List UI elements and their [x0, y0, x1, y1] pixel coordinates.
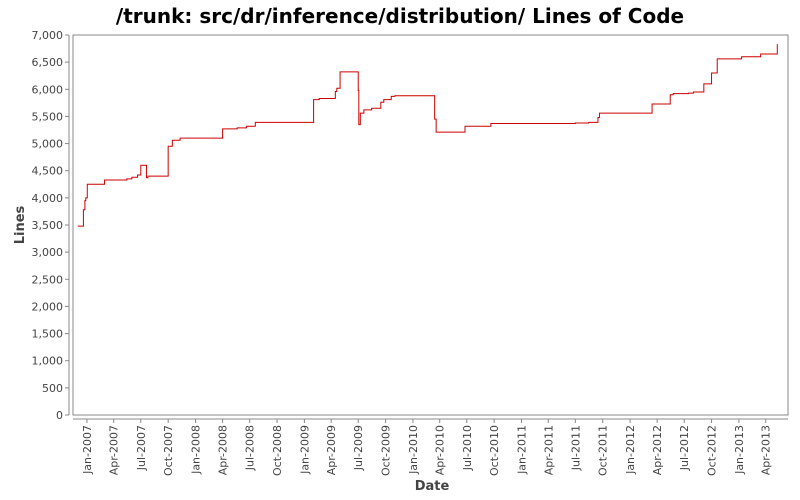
x-tick-label: Apr-2009: [325, 425, 338, 475]
y-axis-label: Lines: [13, 205, 28, 244]
y-tick-label: 1,000: [32, 355, 64, 368]
x-tick-label: Apr-2008: [217, 425, 230, 475]
x-tick-label: Oct-2008: [271, 425, 284, 476]
y-tick-label: 6,500: [32, 56, 64, 69]
y-tick-label: 3,000: [32, 246, 64, 259]
x-tick-label: Jan-2011: [516, 425, 529, 475]
x-tick-label: Jan-2009: [298, 425, 311, 475]
x-tick-label: Apr-2012: [651, 425, 664, 475]
y-tick-label: 5,500: [32, 110, 64, 123]
x-tick-label: Oct-2012: [706, 425, 719, 476]
x-tick-label: Apr-2010: [434, 425, 447, 475]
y-tick-label: 6,000: [32, 83, 64, 96]
y-tick-label: 2,500: [32, 273, 64, 286]
y-tick-label: 0: [56, 409, 63, 422]
x-tick-label: Jul-2012: [678, 425, 691, 471]
series-line: [77, 44, 778, 227]
y-tick-label: 1,500: [32, 328, 64, 341]
y-tick-label: 500: [42, 382, 63, 395]
x-tick-label: Apr-2013: [760, 425, 773, 475]
y-tick-label: 4,000: [32, 192, 64, 205]
x-tick-label: Jan-2010: [407, 425, 420, 475]
y-tick-label: 3,500: [32, 219, 64, 232]
x-tick-label: Jan-2008: [190, 425, 203, 475]
x-tick-label: Jul-2007: [135, 425, 148, 471]
series-layer: [77, 44, 778, 227]
x-tick-label: Jan-2012: [624, 425, 637, 475]
x-tick-label: Apr-2011: [542, 425, 555, 475]
x-tick-label: Oct-2010: [488, 425, 501, 476]
y-tick-label: 2,000: [32, 300, 64, 313]
x-tick-label: Jul-2008: [244, 425, 257, 471]
x-tick-label: Oct-2007: [162, 425, 175, 476]
x-tick-label: Jan-2007: [81, 425, 94, 475]
x-axis-label: Date: [415, 479, 450, 494]
y-axis: 0 500 1,000 1,500 2,000 2,500 3,000 3,500 4,000 4…: [32, 29, 70, 422]
x-tick-label: Oct-2009: [380, 425, 393, 476]
y-tick-label: 5,000: [32, 138, 64, 151]
x-axis: Jan-2007 Apr-2007 Jul-2007 Oct-2007 Jan-2008…: [73, 418, 788, 476]
y-tick-label: 7,000: [32, 29, 64, 42]
plot-area: [72, 34, 789, 416]
x-tick-label: Jul-2011: [569, 425, 582, 471]
x-tick-label: Oct-2011: [597, 425, 610, 476]
x-tick-label: Jul-2009: [352, 425, 365, 471]
x-tick-label: Apr-2007: [108, 425, 121, 475]
x-tick-label: Jul-2010: [461, 425, 474, 471]
y-tick-label: 4,500: [32, 165, 64, 178]
chart-title: /trunk: src/dr/inference/distribution/ L…: [116, 4, 684, 28]
x-tick-label: Jan-2013: [733, 425, 746, 475]
